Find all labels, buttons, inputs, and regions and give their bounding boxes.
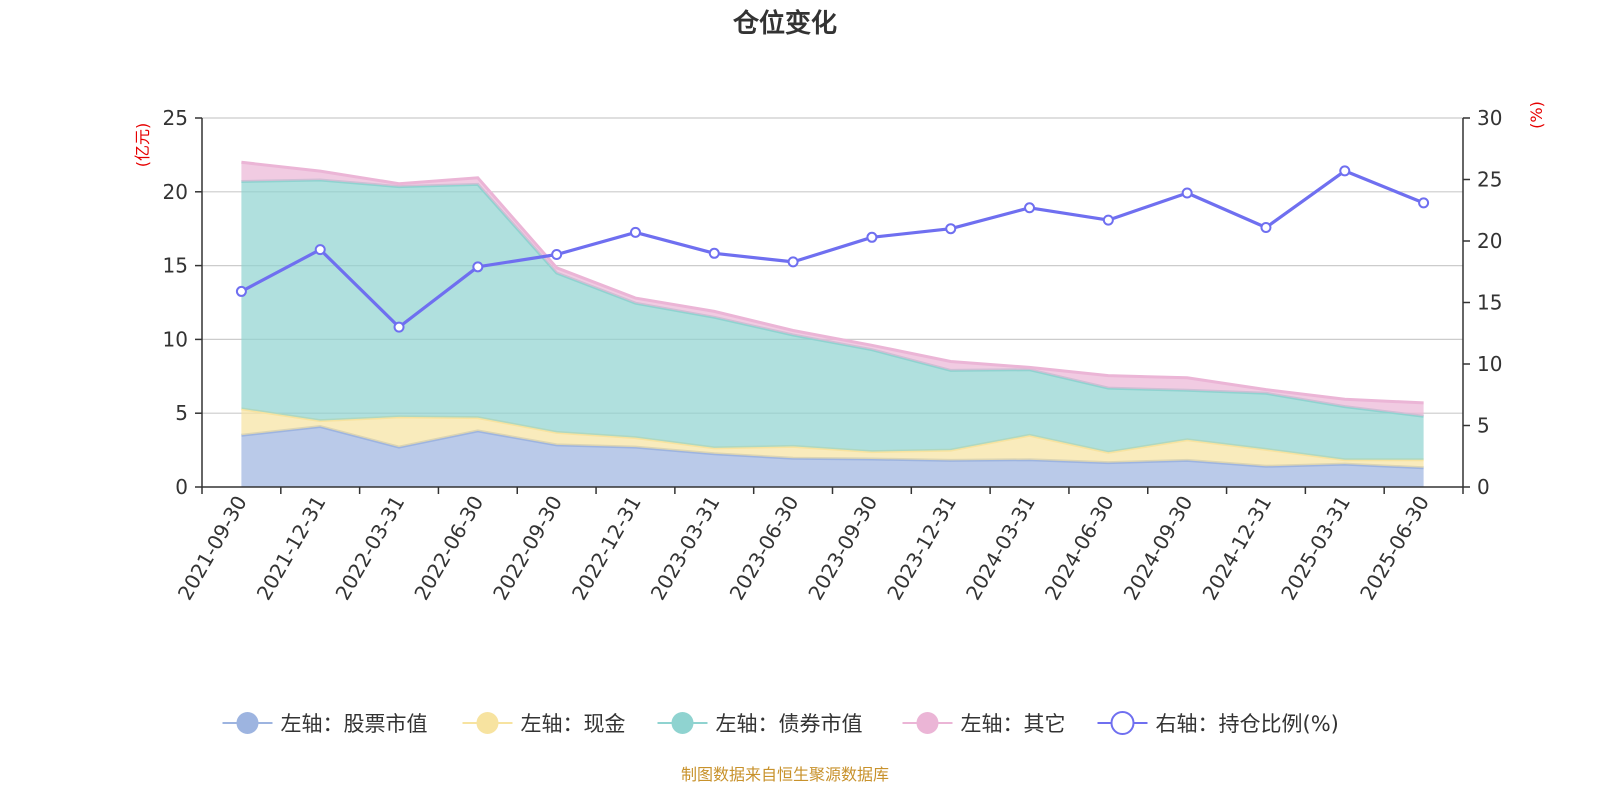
holding-ratio-point <box>708 247 720 259</box>
x-axis-tick-label: 2023-12-31 <box>882 492 961 605</box>
holding-ratio-point <box>787 256 799 268</box>
holding-ratio-point <box>1102 214 1114 226</box>
legend-item-4: 左轴：其它 <box>902 712 1066 736</box>
holding-ratio-point <box>1024 202 1036 214</box>
legend-label: 左轴：其它 <box>961 712 1066 736</box>
right-axis-tick-label: 5 <box>1477 414 1490 438</box>
holding-ratio-line-layer <box>235 165 1430 333</box>
x-axis-tick-label: 2022-06-30 <box>409 492 488 605</box>
legend: 左轴：股票市值 左轴：现金 左轴：债券市值 左轴：其它 右轴：持仓比例(%) <box>222 711 1339 736</box>
x-axis-tick-label: 2025-03-31 <box>1276 492 1355 605</box>
left-axis-tick-label: 0 <box>175 475 188 499</box>
holding-ratio-point <box>945 223 957 235</box>
right-axis-tick-label: 30 <box>1477 106 1502 130</box>
holding-ratio-line <box>240 169 1425 329</box>
x-axis-tick-label: 2024-03-31 <box>961 492 1040 605</box>
legend-label: 左轴：债券市值 <box>716 712 863 736</box>
x-axis-tick-label: 2021-12-31 <box>252 492 331 605</box>
left-axis-tick-label: 5 <box>175 401 188 425</box>
legend-symbol-dot <box>476 712 499 734</box>
x-axis-tick-label: 2024-12-31 <box>1197 492 1276 605</box>
legend-item-1: 左轴：股票市值 <box>222 712 428 736</box>
legend-item-5: 右轴：持仓比例(%) <box>1097 711 1339 736</box>
holding-ratio-point <box>1181 187 1193 199</box>
holding-ratio-point <box>629 226 641 238</box>
right-axis-tick-label: 25 <box>1477 168 1502 192</box>
left-axis-tick-label: 25 <box>163 106 188 130</box>
holding-ratio-point <box>314 244 326 256</box>
left-axis-tick-label: 20 <box>163 180 188 204</box>
right-axis-tick-label: 0 <box>1477 475 1490 499</box>
legend-label: 左轴：现金 <box>521 712 626 736</box>
legend-item-3: 左轴：债券市值 <box>657 712 863 736</box>
x-axis-tick-label: 2021-09-30 <box>173 492 252 605</box>
holding-ratio-point <box>393 321 405 333</box>
data-source-note: 制图数据来自恒生聚源数据库 <box>681 765 889 784</box>
left-axis-tick-label: 10 <box>163 327 188 351</box>
legend-symbol-dot <box>916 712 939 734</box>
holding-ratio-point <box>551 249 563 261</box>
x-axis-tick-label: 2023-06-30 <box>725 492 804 605</box>
right-axis-unit: (%) <box>1527 101 1546 129</box>
holding-ratio-point <box>1260 221 1272 233</box>
x-axis-tick-label: 2024-06-30 <box>1040 492 1119 605</box>
holding-ratio-point <box>1418 197 1430 209</box>
x-axis-tick-label: 2023-03-31 <box>646 492 725 605</box>
holding-ratio-point <box>1339 165 1351 177</box>
legend-label: 左轴：股票市值 <box>281 712 428 736</box>
legend-item-2: 左轴：现金 <box>462 712 626 736</box>
area-series-2 <box>241 408 1424 468</box>
legend-symbol-dot <box>1110 711 1135 735</box>
area-series-4-edge <box>241 160 1424 405</box>
x-axis-tick-label: 2025-06-30 <box>1355 492 1434 605</box>
stacked-areas <box>241 160 1424 487</box>
x-axis-tick-label: 2023-09-30 <box>803 492 882 605</box>
x-axis-tick-label: 2022-09-30 <box>488 492 567 605</box>
right-axis-tick-label: 10 <box>1477 352 1502 376</box>
x-axis-tick-label: 2024-09-30 <box>1119 492 1198 605</box>
legend-symbol-dot <box>236 712 259 734</box>
holding-ratio-point <box>235 285 247 297</box>
legend-symbol-dot <box>671 712 694 734</box>
right-axis-tick-label: 15 <box>1477 291 1502 315</box>
legend-label: 右轴：持仓比例(%) <box>1156 712 1339 736</box>
holding-ratio-point <box>472 261 484 273</box>
x-axis-tick-label: 2022-12-31 <box>567 492 646 605</box>
left-axis-unit: (亿元) <box>133 123 152 168</box>
left-axis-tick-label: 15 <box>163 254 188 278</box>
x-axis-tick-label: 2022-03-31 <box>330 492 409 605</box>
right-axis-tick-label: 20 <box>1477 229 1502 253</box>
chart-title: 仓位变化 <box>732 8 837 39</box>
holding-ratio-point <box>866 231 878 243</box>
